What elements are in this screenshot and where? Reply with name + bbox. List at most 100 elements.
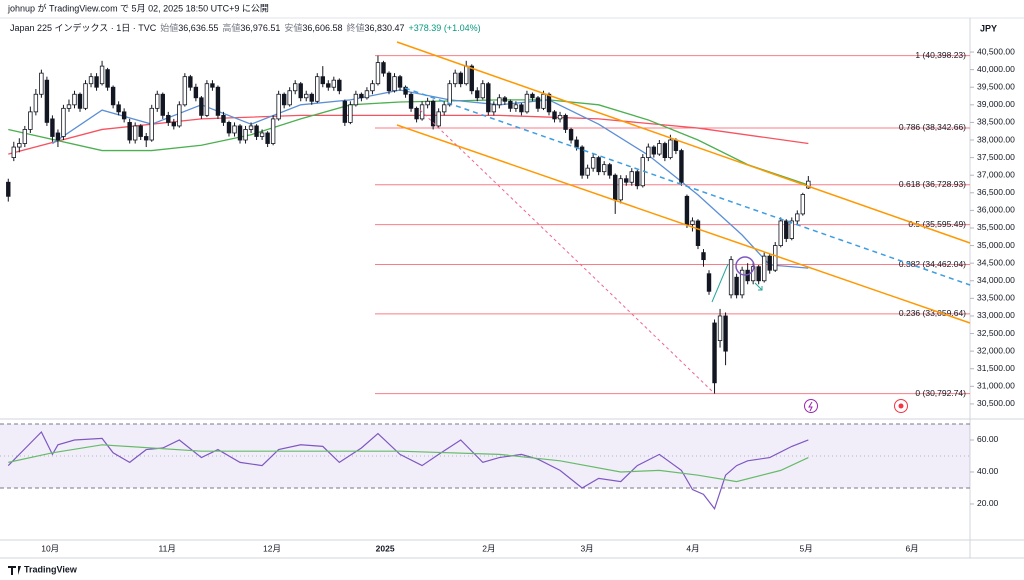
- candle-body: [657, 143, 662, 155]
- candle-body: [750, 266, 756, 282]
- y-tick-label: 33,500.00: [977, 293, 1015, 303]
- candle-body: [44, 79, 50, 123]
- candle-body: [491, 104, 497, 113]
- x-tick-label: 6月: [905, 543, 918, 553]
- fib-label: 0.236 (33,059.64): [899, 308, 966, 318]
- arrow: [711, 263, 729, 303]
- candle-body: [33, 93, 39, 113]
- candle-body: [430, 100, 436, 127]
- publisher: johnup が TradingView.com で 5月 02, 2025 1…: [7, 2, 269, 13]
- x-tick-label: 5月: [800, 543, 813, 553]
- candle-body: [579, 146, 585, 176]
- candle-body: [552, 111, 557, 120]
- moving-average: [8, 99, 809, 186]
- candle-body: [767, 255, 772, 271]
- candle-body: [535, 97, 541, 109]
- legend-value: 36,830.47: [364, 23, 404, 33]
- candle-body: [99, 65, 105, 85]
- fib-label: 0.618 (36,728.93): [899, 179, 966, 189]
- candle-body: [342, 100, 348, 123]
- candle-body: [673, 139, 679, 151]
- candle-body: [386, 72, 392, 92]
- candle-body: [270, 118, 276, 144]
- candle-body: [171, 122, 177, 127]
- y-tick-label: 35,500.00: [977, 222, 1015, 232]
- candle-body: [337, 79, 342, 92]
- candle-body: [425, 100, 430, 106]
- legend-value: 36,976.51: [240, 23, 280, 33]
- event-icon: [808, 401, 813, 412]
- arrow: [754, 282, 763, 291]
- event-icon: [894, 399, 908, 413]
- candle-body: [326, 83, 331, 88]
- candle-body: [546, 93, 552, 113]
- fib-label: 0 (30,792.74): [915, 388, 966, 398]
- candle-body: [524, 93, 530, 113]
- channel-lower: [396, 124, 971, 324]
- candle-body: [281, 93, 287, 106]
- candle-body: [199, 97, 204, 116]
- candle-body: [701, 252, 706, 261]
- candle-body: [712, 322, 717, 384]
- y-tick-label: 39,500.00: [977, 81, 1015, 91]
- candle-body: [761, 255, 767, 282]
- y-tick-label: 37,000.00: [977, 169, 1015, 179]
- fib-label: 0.786 (38,342.66): [899, 122, 966, 132]
- candle-body: [475, 90, 480, 99]
- legend-value: 36,636.55: [178, 23, 218, 33]
- candle-body: [149, 107, 154, 141]
- candle-body: [773, 245, 778, 271]
- candle-body: [502, 97, 508, 102]
- candle-body: [557, 114, 563, 120]
- candle-body: [574, 139, 579, 148]
- y-tick-label: 33,000.00: [977, 310, 1015, 320]
- candle-body: [563, 114, 568, 130]
- candle-body: [613, 174, 618, 201]
- candle-body: [127, 122, 132, 141]
- candle-body: [568, 129, 574, 141]
- y-tick-label: 20.00: [977, 498, 999, 508]
- rsi-line: [8, 444, 809, 483]
- candle-body: [635, 171, 640, 187]
- candle-body: [320, 76, 325, 85]
- y-tick-label: 32,000.00: [977, 345, 1015, 355]
- y-tick-label: 38,500.00: [977, 117, 1015, 127]
- candle-body: [22, 129, 28, 144]
- candle-body: [728, 259, 734, 296]
- candle-body: [243, 129, 248, 141]
- candle-body: [94, 76, 99, 88]
- x-tick-label: 10月: [41, 543, 59, 553]
- candle-body: [541, 93, 546, 109]
- channel-upper: [396, 41, 971, 244]
- candle-body: [237, 125, 243, 141]
- candle-body: [28, 111, 33, 130]
- y-tick-label: 31,000.00: [977, 381, 1015, 391]
- candle-body: [480, 83, 485, 99]
- legend-value: 36,606.58: [302, 23, 342, 33]
- x-tick-label: 2月: [482, 543, 495, 553]
- candle-body: [11, 146, 16, 159]
- y-tick-label: 35,000.00: [977, 240, 1015, 250]
- candle-body: [259, 132, 265, 137]
- rsi-line: [7, 430, 809, 511]
- candle-body: [403, 86, 408, 95]
- candle-body: [381, 62, 386, 74]
- candle-body: [806, 180, 811, 189]
- candle-body: [193, 86, 199, 99]
- candle-body: [287, 90, 292, 106]
- event-icon: [898, 403, 904, 409]
- symbol: Japan 225 インデックス · 1日 · TVC: [10, 22, 157, 33]
- drawings: [396, 41, 971, 413]
- circle-marker: [735, 256, 755, 276]
- candle-body: [662, 143, 668, 159]
- y-tick-label: 37,500.00: [977, 152, 1015, 162]
- candle-body: [706, 273, 712, 292]
- y-tick-label: 32,500.00: [977, 328, 1015, 338]
- candle-body: [508, 100, 513, 109]
- candle-body: [392, 76, 397, 92]
- candle-body: [210, 83, 215, 88]
- y-tick-label: 34,000.00: [977, 275, 1015, 285]
- candle-body: [221, 114, 226, 123]
- candle-body: [629, 171, 634, 183]
- y-tick-label: 34,500.00: [977, 257, 1015, 267]
